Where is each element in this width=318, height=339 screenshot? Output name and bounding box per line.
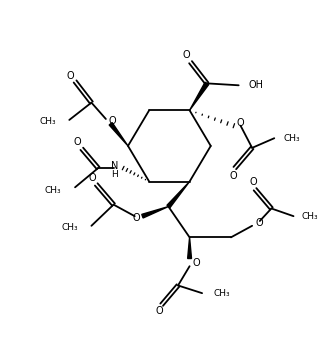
Text: H: H [112, 170, 118, 179]
Text: N: N [111, 161, 118, 171]
Polygon shape [142, 206, 169, 218]
Text: O: O [133, 213, 141, 223]
Text: O: O [255, 218, 263, 228]
Text: O: O [249, 178, 257, 187]
Text: CH₃: CH₃ [301, 212, 318, 221]
Text: O: O [109, 116, 116, 126]
Text: O: O [89, 173, 96, 183]
Polygon shape [109, 123, 128, 146]
Text: CH₃: CH₃ [45, 186, 62, 195]
Text: OH: OH [248, 80, 263, 90]
Text: O: O [66, 71, 74, 81]
Text: O: O [73, 137, 81, 147]
Polygon shape [188, 237, 191, 259]
Text: O: O [183, 51, 190, 60]
Polygon shape [190, 82, 209, 110]
Text: CH₃: CH₃ [61, 223, 78, 232]
Text: O: O [237, 118, 244, 128]
Text: CH₃: CH₃ [214, 289, 230, 298]
Text: O: O [229, 171, 237, 181]
Text: CH₃: CH₃ [39, 117, 56, 126]
Text: O: O [156, 306, 163, 316]
Text: O: O [192, 258, 200, 268]
Polygon shape [167, 181, 190, 208]
Text: CH₃: CH₃ [284, 134, 301, 143]
